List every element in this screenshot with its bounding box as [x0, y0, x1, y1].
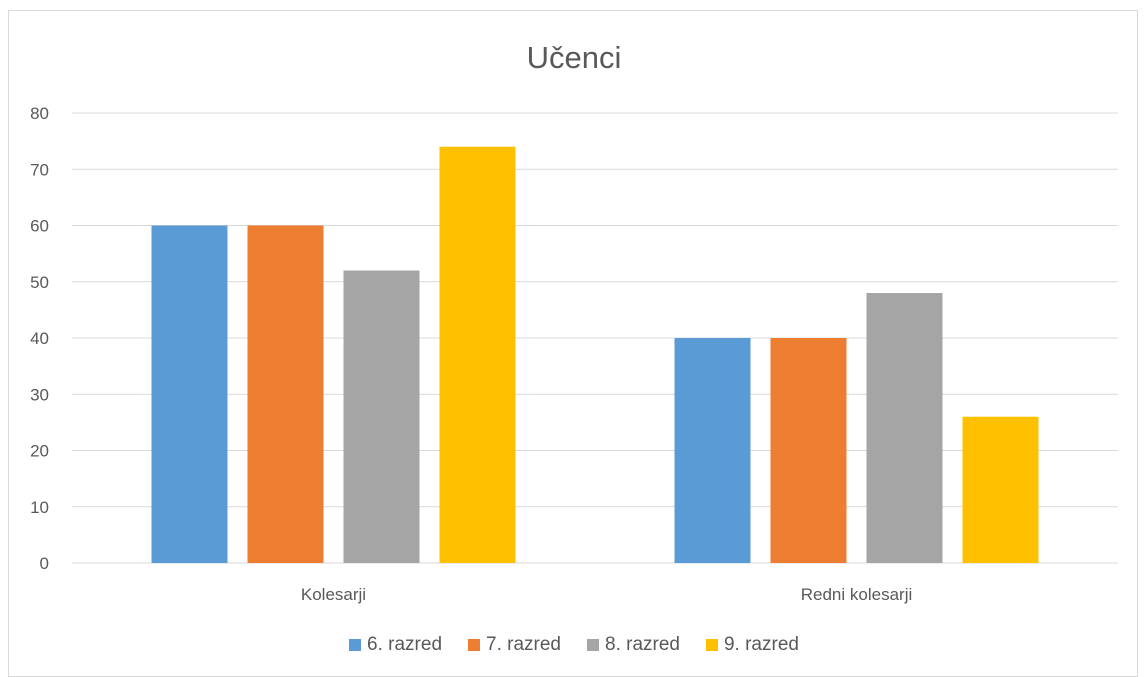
y-tick-label: 80 — [30, 104, 49, 123]
bar-9-razred-redni-kolesarji — [962, 416, 1039, 563]
legend-label: 7. razred — [486, 634, 561, 655]
legend-swatch — [587, 639, 599, 651]
y-tick-label: 60 — [30, 217, 49, 236]
bar-8-razred-redni-kolesarji — [866, 293, 943, 563]
legend-item: 7. razred — [468, 634, 561, 656]
x-axis-tick-labels: Kolesarji Redni kolesarji — [301, 585, 912, 604]
y-axis-tick-labels: 0 10 20 30 40 50 60 70 80 — [30, 104, 49, 573]
bar-6-razred-kolesarji — [151, 225, 228, 563]
legend: 6. razred 7. razred 8. razred 9. razred — [0, 634, 1148, 656]
x-tick-label: Kolesarji — [301, 585, 366, 604]
legend-swatch — [705, 639, 718, 651]
y-tick-label: 50 — [30, 273, 49, 292]
bar-9-razred-kolesarji — [439, 146, 516, 563]
y-tick-label: 0 — [40, 554, 49, 573]
y-tick-label: 40 — [30, 329, 49, 348]
y-tick-label: 10 — [30, 498, 49, 517]
legend-swatch — [349, 639, 362, 651]
legend-item: 6. razred — [349, 634, 442, 656]
gridlines — [72, 112, 1118, 564]
legend-item: 8. razred — [587, 634, 680, 656]
legend-item: 9. razred — [705, 634, 799, 656]
x-tick-label: Redni kolesarji — [801, 585, 913, 604]
y-tick-label: 30 — [30, 385, 49, 404]
chart-title: Učenci — [527, 40, 622, 75]
bar-6-razred-redni-kolesarji — [674, 338, 751, 563]
legend-label: 9. razred — [723, 634, 799, 655]
y-tick-label: 70 — [30, 160, 49, 179]
bars — [151, 146, 1039, 563]
legend-label: 8. razred — [605, 634, 680, 655]
y-tick-label: 20 — [30, 442, 49, 461]
bar-8-razred-kolesarji — [343, 270, 420, 563]
bar-7-razred-redni-kolesarji — [770, 338, 847, 563]
legend-swatch — [468, 639, 481, 651]
bar-7-razred-kolesarji — [247, 225, 324, 563]
legend-label: 6. razred — [367, 634, 443, 655]
